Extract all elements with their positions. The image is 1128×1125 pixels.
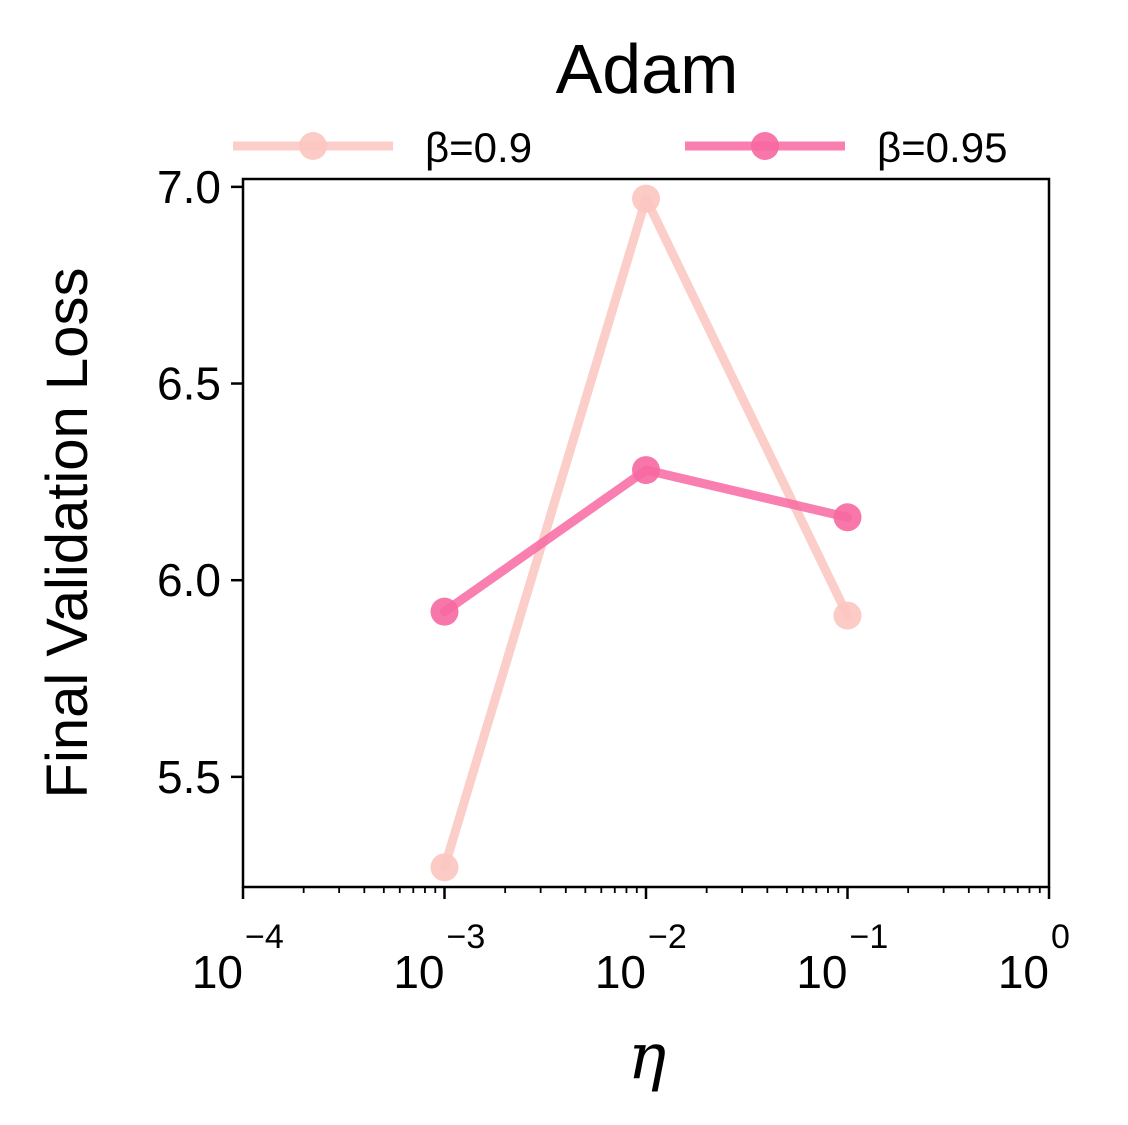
series-2 (430, 456, 862, 626)
x-tick-label-base: 10 (796, 946, 847, 998)
series-1 (430, 184, 862, 882)
chart-title: Adam (556, 30, 739, 108)
series-layer (430, 184, 862, 882)
data-point (833, 503, 862, 532)
data-point (430, 853, 459, 882)
legend-item: β=0.9 (233, 124, 532, 171)
x-axis-label: η (628, 1020, 666, 1094)
x-minor-ticks (302, 887, 1041, 893)
series-line (440, 194, 852, 872)
x-tick-label-exponent: −2 (648, 918, 687, 956)
legend-label: β=0.9 (425, 124, 532, 171)
y-tick-label: 6.5 (157, 358, 221, 410)
y-tick-label: 6.0 (157, 554, 221, 606)
legend-item: β=0.95 (685, 124, 1007, 171)
x-tick-label-exponent: −4 (245, 918, 284, 956)
y-axis: 5.5 6.0 6.5 7.0 (157, 161, 243, 803)
data-point (632, 456, 660, 485)
legend-swatch-marker (299, 132, 327, 160)
plot-area (241, 177, 1051, 889)
y-tick-label: 5.5 (157, 751, 221, 803)
legend-label: β=0.95 (877, 124, 1007, 171)
x-tick-label-base: 10 (192, 946, 243, 998)
legend-swatch-marker (751, 132, 779, 160)
x-tick-label-exponent: −1 (850, 918, 889, 956)
x-tick-label-base: 10 (595, 946, 646, 998)
data-point (833, 601, 862, 630)
legend: β=0.9 β=0.95 (233, 124, 1007, 171)
y-axis-label: Final Validation Loss (35, 268, 100, 799)
x-tick-label-base: 10 (393, 946, 444, 998)
data-point (632, 184, 660, 213)
x-tick-label-exponent: 0 (1051, 918, 1070, 956)
y-tick-label: 7.0 (157, 161, 221, 213)
data-point (430, 597, 459, 626)
x-tick-label-exponent: −3 (447, 918, 486, 956)
x-tick-label-base: 10 (998, 946, 1049, 998)
